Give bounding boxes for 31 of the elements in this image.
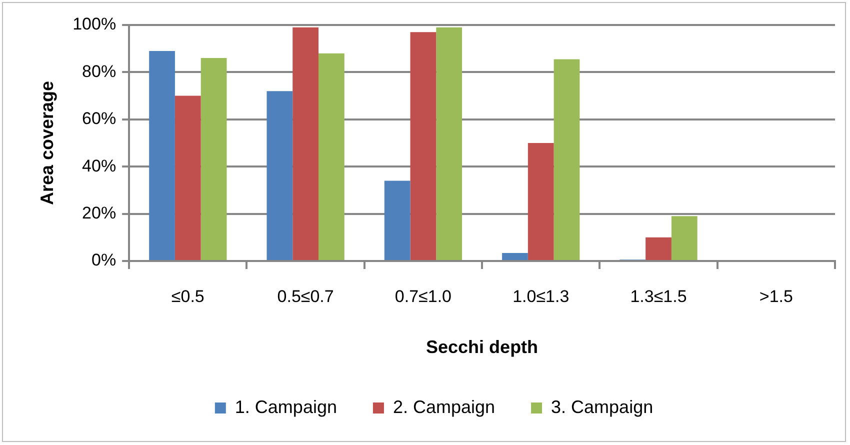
legend-label: 2. Campaign xyxy=(392,396,496,417)
legend-label: 3. Campaign xyxy=(551,396,654,417)
y-tick-label: 0% xyxy=(92,250,116,270)
bar xyxy=(292,27,318,260)
bar xyxy=(318,53,344,260)
bar xyxy=(436,27,462,260)
x-tick-label: 1.3≤1.5 xyxy=(630,286,687,306)
y-tick-label: 40% xyxy=(82,156,116,176)
x-tick-label: ≤0.5 xyxy=(171,286,204,306)
bar xyxy=(174,96,201,260)
bar xyxy=(149,50,175,260)
bar xyxy=(266,91,293,260)
x-tick-label: 0.7≤1.0 xyxy=(394,286,452,306)
y-tick-label: 20% xyxy=(82,203,116,222)
bar xyxy=(646,237,672,260)
x-tick-label: 1.0≤1.3 xyxy=(512,286,570,306)
y-axis-title: Area coverage xyxy=(36,80,57,206)
y-tick-label: 80% xyxy=(82,62,116,81)
y-tick-label: 60% xyxy=(82,109,116,128)
bar xyxy=(502,252,528,260)
bar xyxy=(528,143,554,260)
x-axis-title: Secchi depth xyxy=(426,337,538,358)
bar xyxy=(200,58,227,260)
x-tick-label: 0.5≤0.7 xyxy=(277,286,334,306)
x-tick-label: >1.5 xyxy=(759,286,793,306)
bar xyxy=(554,59,580,260)
bar xyxy=(671,216,698,260)
bar xyxy=(410,32,436,260)
legend-label: 1. Campaign xyxy=(234,396,337,417)
y-tick-label: 100% xyxy=(72,14,116,34)
bar xyxy=(384,180,410,260)
